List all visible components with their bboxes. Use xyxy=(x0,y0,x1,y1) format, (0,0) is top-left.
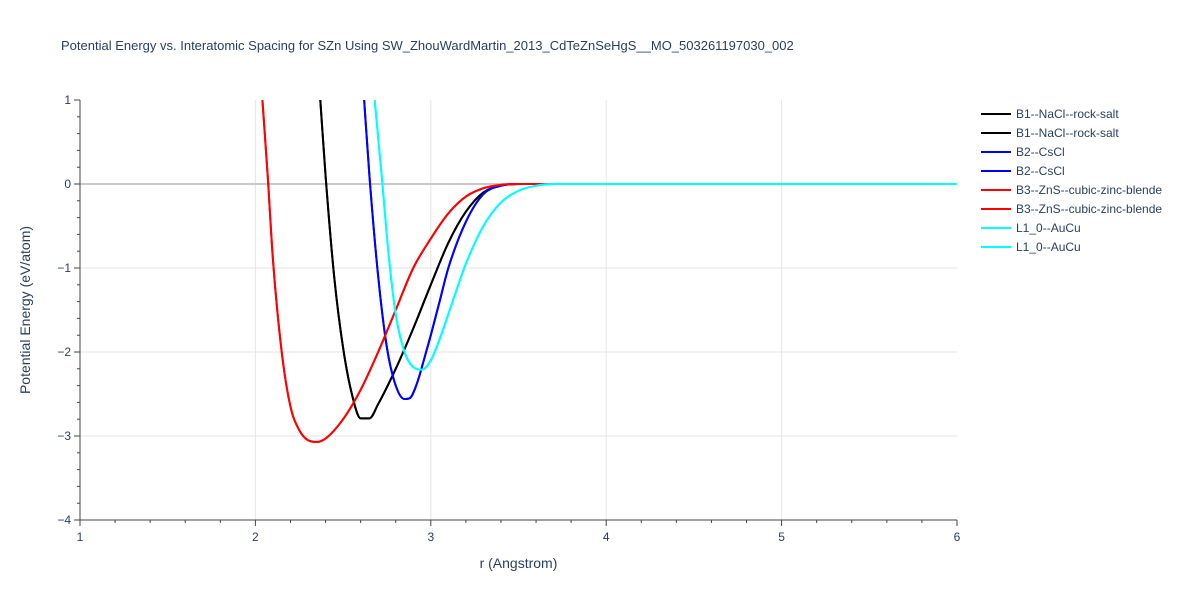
series-line-6 xyxy=(261,100,957,443)
legend-item[interactable]: L1_0--AuCu xyxy=(981,221,1081,235)
legend-label: B2--CsCl xyxy=(1016,164,1065,178)
y-axis-title: Potential Energy (eV/atom) xyxy=(17,226,33,394)
x-tick-label: 5 xyxy=(778,530,785,544)
legend-item[interactable]: L1_0--AuCu xyxy=(981,240,1081,254)
y-tick-label: −1 xyxy=(57,261,71,275)
x-tick-label: 4 xyxy=(603,530,610,544)
series-line-8 xyxy=(373,100,957,371)
legend-label: B1--NaCl--rock-salt xyxy=(1016,107,1119,121)
chart-title: Potential Energy vs. Interatomic Spacing… xyxy=(61,38,794,53)
legend-item[interactable]: B1--NaCl--rock-salt xyxy=(981,107,1119,121)
y-tick-label: −4 xyxy=(57,513,71,527)
legend-item[interactable]: B2--CsCl xyxy=(981,164,1065,178)
legend-label: L1_0--AuCu xyxy=(1016,221,1081,235)
legend-label: B2--CsCl xyxy=(1016,145,1065,159)
legend-item[interactable]: B2--CsCl xyxy=(981,145,1065,159)
legend-item[interactable]: B3--ZnS--cubic-zinc-blende xyxy=(981,202,1162,216)
x-tick-label: 1 xyxy=(77,530,84,544)
y-tick-label: 0 xyxy=(64,177,71,191)
plot-area xyxy=(261,100,957,443)
x-axis-title: r (Angstrom) xyxy=(480,555,558,571)
y-tick-label: 1 xyxy=(64,93,71,107)
legend-label: B3--ZnS--cubic-zinc-blende xyxy=(1016,202,1162,216)
legend-item[interactable]: B1--NaCl--rock-salt xyxy=(981,126,1119,140)
y-tick-label: −3 xyxy=(57,429,71,443)
x-tick-label: 2 xyxy=(252,530,259,544)
legend[interactable]: B1--NaCl--rock-salt B1--NaCl--rock-salt B2… xyxy=(981,107,1162,254)
legend-item[interactable]: B3--ZnS--cubic-zinc-blende xyxy=(981,183,1162,197)
legend-label: B1--NaCl--rock-salt xyxy=(1016,126,1119,140)
legend-label: B3--ZnS--cubic-zinc-blende xyxy=(1016,183,1162,197)
x-tick-label: 3 xyxy=(427,530,434,544)
legend-label: L1_0--AuCu xyxy=(1016,240,1081,254)
axes: 1 2 3 4 5 6 1 0 −1 −2 −3 −4 xyxy=(57,93,960,544)
y-tick-label: −2 xyxy=(57,345,71,359)
x-tick-label: 6 xyxy=(954,530,961,544)
